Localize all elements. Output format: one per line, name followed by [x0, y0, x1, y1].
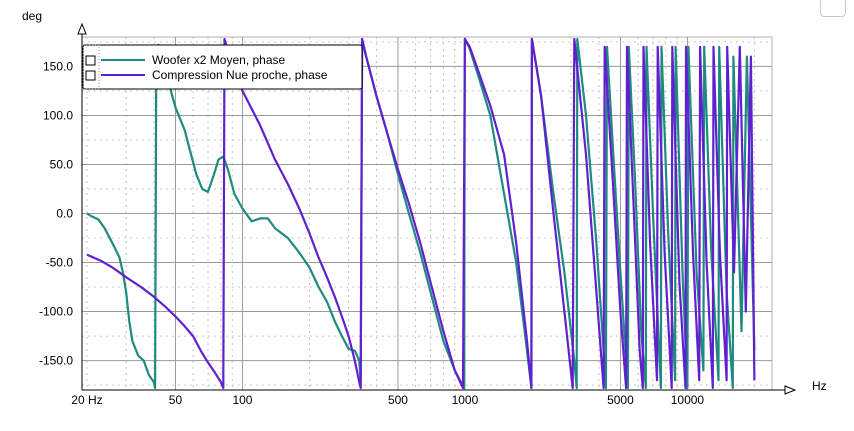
- tick-labels: 20 Hz 50 100 500 1000 5000 10000 150.0 100.0 50.0…: [39, 59, 704, 407]
- legend-checkbox: [85, 70, 96, 81]
- y-axis-unit: deg: [22, 9, 42, 23]
- y-tick-label: 50.0: [50, 157, 74, 171]
- legend-box: [82, 44, 363, 90]
- y-tick-label: 100.0: [43, 108, 73, 122]
- x-axis-arrow: [784, 385, 797, 395]
- x-tick-label: 500: [388, 393, 408, 407]
- y-tick-label: 0.0: [56, 207, 73, 221]
- y-tick-label: 150.0: [43, 59, 73, 73]
- legend-checkbox: [85, 55, 96, 66]
- y-axis-arrow: [77, 22, 87, 35]
- y-tick-label: -100.0: [39, 305, 73, 319]
- y-tick-label: -150.0: [39, 354, 73, 368]
- legend-label: Woofer x2 Moyen, phase: [152, 53, 286, 67]
- x-tick-label: 10000: [671, 393, 705, 407]
- x-tick-label: 50: [169, 393, 183, 407]
- x-tick-label: 20 Hz: [71, 393, 102, 407]
- axes: [77, 22, 797, 395]
- legend-label: Compression Nue proche, phase: [152, 68, 328, 82]
- y-tick-label: -50.0: [46, 256, 74, 270]
- x-tick-label: 1000: [452, 393, 479, 407]
- x-tick-label: 100: [232, 393, 252, 407]
- x-tick-label: 5000: [607, 393, 634, 407]
- series-line-2: [86, 37, 756, 390]
- window-corner-button[interactable]: [820, 0, 846, 17]
- x-axis-unit: Hz: [812, 379, 827, 393]
